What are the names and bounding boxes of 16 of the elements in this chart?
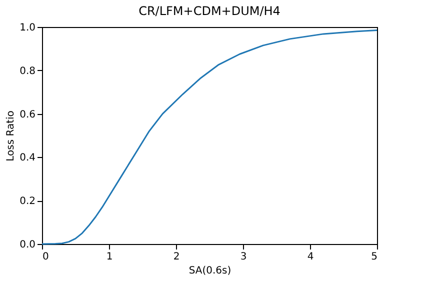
line-series — [41, 30, 378, 245]
x-tick-label: 1 — [106, 252, 113, 262]
y-tick-label: 0.0 — [20, 240, 36, 250]
x-tick-label: 2 — [173, 252, 180, 262]
x-axis-title: SA(0.6s) — [188, 266, 232, 276]
y-axis-title: Loss Ratio — [6, 110, 17, 162]
x-tick-label: 0 — [42, 252, 49, 262]
chart-title: CR/LFM+CDM+DUM/H4 — [138, 4, 280, 18]
x-tick-label: 5 — [371, 252, 378, 262]
y-tick-label: 0.2 — [20, 196, 36, 208]
y-tick-label: 0.4 — [20, 152, 36, 164]
x-tick-label: 4 — [307, 252, 314, 262]
y-tick-label: 0.8 — [20, 66, 36, 77]
y-tick-label: 0.6 — [20, 109, 36, 120]
y-tick-label: 1.0 — [20, 22, 36, 34]
x-tick-label: 3 — [240, 252, 247, 262]
